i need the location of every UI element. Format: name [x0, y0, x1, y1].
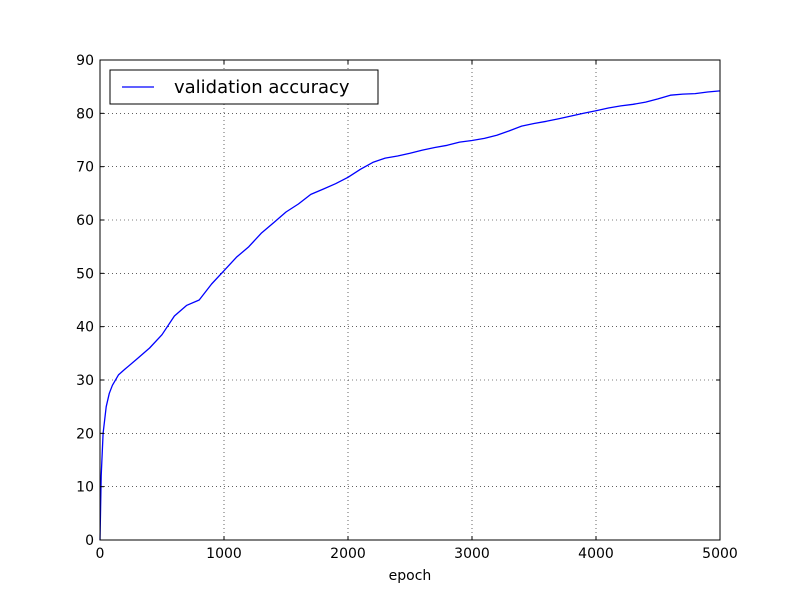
y-tick-label: 30	[76, 373, 94, 389]
y-tick-label: 10	[76, 480, 94, 496]
series-layer	[99, 90, 721, 541]
legend-label-validation-accuracy: validation accuracy	[174, 77, 350, 98]
y-tick-label: 90	[76, 53, 94, 69]
plot-frame	[99, 59, 721, 541]
y-tick-label: 60	[76, 213, 94, 229]
x-tick-label: 1000	[206, 546, 242, 562]
x-tick-label: 4000	[578, 546, 614, 562]
y-tick-label: 0	[85, 533, 94, 549]
series-line-validation-accuracy	[99, 90, 721, 541]
x-tick-label: 0	[96, 546, 105, 562]
y-tick-label: 70	[76, 160, 94, 176]
x-tick-label: 5000	[702, 546, 738, 562]
y-tick-label: 20	[76, 426, 94, 442]
x-axis-label: epoch	[389, 568, 432, 584]
y-tick-label: 40	[76, 320, 94, 336]
x-tick-label: 2000	[330, 546, 366, 562]
legend: validation accuracy	[109, 69, 379, 105]
ticks	[99, 59, 721, 541]
y-tick-label: 80	[76, 106, 94, 122]
y-tick-label: 50	[76, 266, 94, 282]
tick-labels: 0 1000 2000 3000 4000 5000 0 10 20 30 40 50 60 70 80 90	[76, 53, 738, 562]
grid	[100, 60, 720, 540]
x-tick-label: 3000	[454, 546, 490, 562]
legend-box	[109, 69, 379, 105]
